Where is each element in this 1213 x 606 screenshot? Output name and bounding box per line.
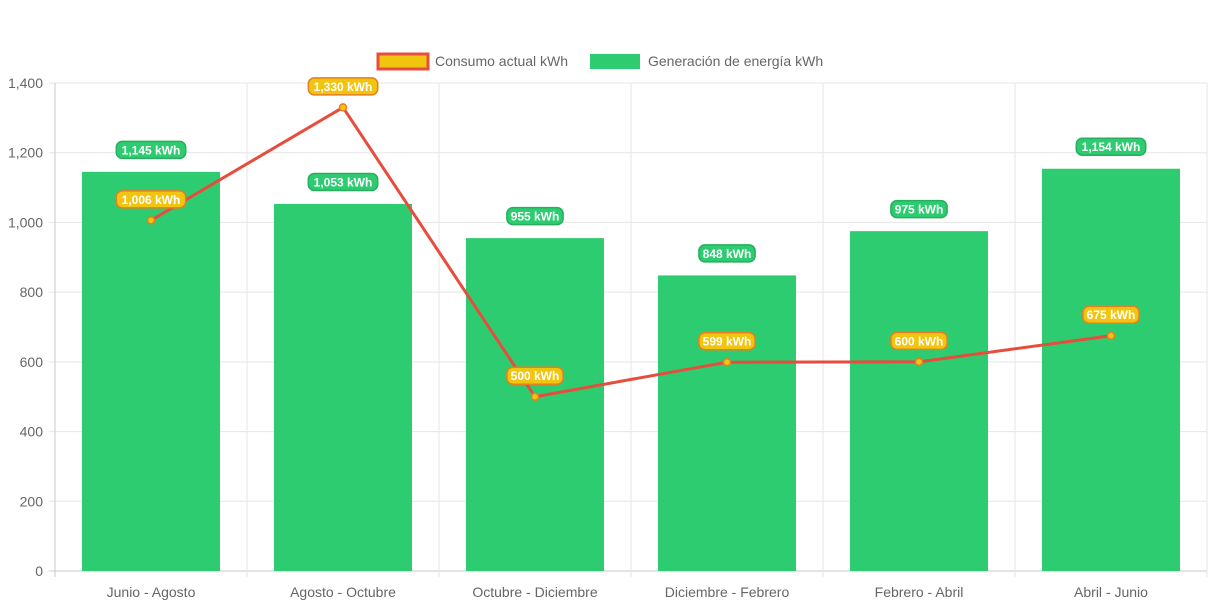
grid-lines — [49, 82, 1208, 577]
bar-data-label: 975 kWh — [890, 199, 948, 219]
y-tick-label: 200 — [20, 493, 44, 509]
line-point-consumo — [146, 216, 156, 225]
line-data-label: 600 kWh — [890, 331, 948, 351]
line-data-label-text: 1,006 kWh — [122, 193, 181, 207]
line-data-label-bg — [698, 331, 756, 351]
line-data-label-text: 1,330 kWh — [314, 80, 373, 94]
bar-data-label-bg — [115, 140, 187, 160]
bar-data-label: 848 kWh — [698, 244, 756, 263]
x-tick-label: Diciembre - Febrero — [665, 584, 790, 600]
legend-swatch-consumo — [376, 52, 430, 71]
y-tick-label: 400 — [20, 424, 44, 440]
bar-data-label-bg — [698, 244, 756, 263]
bar-generacion — [466, 238, 604, 571]
legend-item-generacion[interactable]: Generación de energía kWh — [590, 53, 823, 69]
y-tick-label: 0 — [35, 563, 43, 579]
bar-data-label-text: 1,145 kWh — [122, 143, 181, 157]
line-data-label-text: 675 kWh — [1087, 308, 1136, 322]
bar-generacion — [274, 203, 412, 571]
x-tick-label: Octubre - Diciembre — [472, 584, 597, 600]
line-data-label-bg — [506, 366, 564, 385]
bar-data-label-text: 1,154 kWh — [1082, 140, 1141, 154]
bar-data-label-bg — [1075, 137, 1147, 156]
x-tick-label: Junio - Agosto — [107, 584, 196, 600]
line-data-label-text: 600 kWh — [895, 334, 944, 348]
line-data-label-bg — [890, 331, 948, 351]
bar-generacion — [82, 171, 220, 571]
line-point-consumo — [722, 357, 732, 367]
line-data-label: 675 kWh — [1082, 305, 1140, 324]
line-data-label-text: 500 kWh — [511, 369, 560, 383]
bar-data-label-text: 975 kWh — [895, 203, 944, 217]
bar-data-label: 1,145 kWh — [115, 140, 187, 160]
line-point-consumo — [1106, 331, 1116, 340]
line-point-consumo — [338, 103, 348, 112]
line-data-label: 599 kWh — [698, 331, 756, 351]
line-data-label: 1,330 kWh — [307, 77, 379, 96]
legend: Consumo actual kWh Generación de energía … — [376, 52, 823, 71]
bar-generacion — [850, 231, 988, 571]
y-tick-label: 1,400 — [8, 75, 43, 91]
bar-data-label-bg — [890, 199, 948, 219]
line-point-consumo — [914, 357, 924, 367]
axes: 0 200 400 600 800 1,000 1,200 1,400 Junio - Agos… — [8, 75, 1148, 600]
bar-data-label-text: 848 kWh — [703, 247, 752, 261]
line-data-label: 1,006 kWh — [115, 190, 187, 209]
y-tick-label: 1,000 — [8, 214, 43, 230]
legend-item-consumo[interactable]: Consumo actual kWh — [376, 52, 568, 71]
bar-data-label-bg — [307, 172, 379, 192]
line-data-label-bg — [307, 77, 379, 96]
x-tick-label: Agosto - Octubre — [290, 584, 396, 600]
x-tick-label: Febrero - Abril — [875, 584, 964, 600]
data-labels: 1,145 kWh 1,053 kWh 955 kWh 848 kWh 975 kWh 1… — [115, 77, 1147, 385]
bar-data-label: 1,154 kWh — [1075, 137, 1147, 156]
bar-generacion — [658, 275, 796, 571]
legend-label-consumo: Consumo actual kWh — [435, 53, 568, 69]
y-tick-label: 1,200 — [8, 145, 43, 161]
line-data-label-bg — [1082, 305, 1140, 324]
bar-data-label: 1,053 kWh — [307, 172, 379, 192]
line-data-label: 500 kWh — [506, 366, 564, 385]
bar-data-label-bg — [506, 206, 564, 226]
legend-swatch-generacion — [590, 54, 640, 69]
line-series — [146, 103, 1116, 401]
bar-data-label-text: 1,053 kWh — [314, 175, 373, 189]
bar-data-label-text: 955 kWh — [511, 210, 560, 224]
legend-label-generacion: Generación de energía kWh — [648, 53, 823, 69]
y-tick-label: 600 — [20, 354, 44, 370]
y-tick-label: 800 — [20, 284, 44, 300]
bar-data-label: 955 kWh — [506, 206, 564, 226]
line-data-label-text: 599 kWh — [703, 335, 752, 349]
x-tick-label: Abril - Junio — [1074, 584, 1148, 600]
bar-generacion — [1042, 168, 1180, 571]
line-data-label-bg — [115, 190, 187, 209]
line-consumo — [150, 105, 1112, 399]
line-point-consumo — [530, 392, 540, 401]
bar-series — [82, 168, 1180, 571]
